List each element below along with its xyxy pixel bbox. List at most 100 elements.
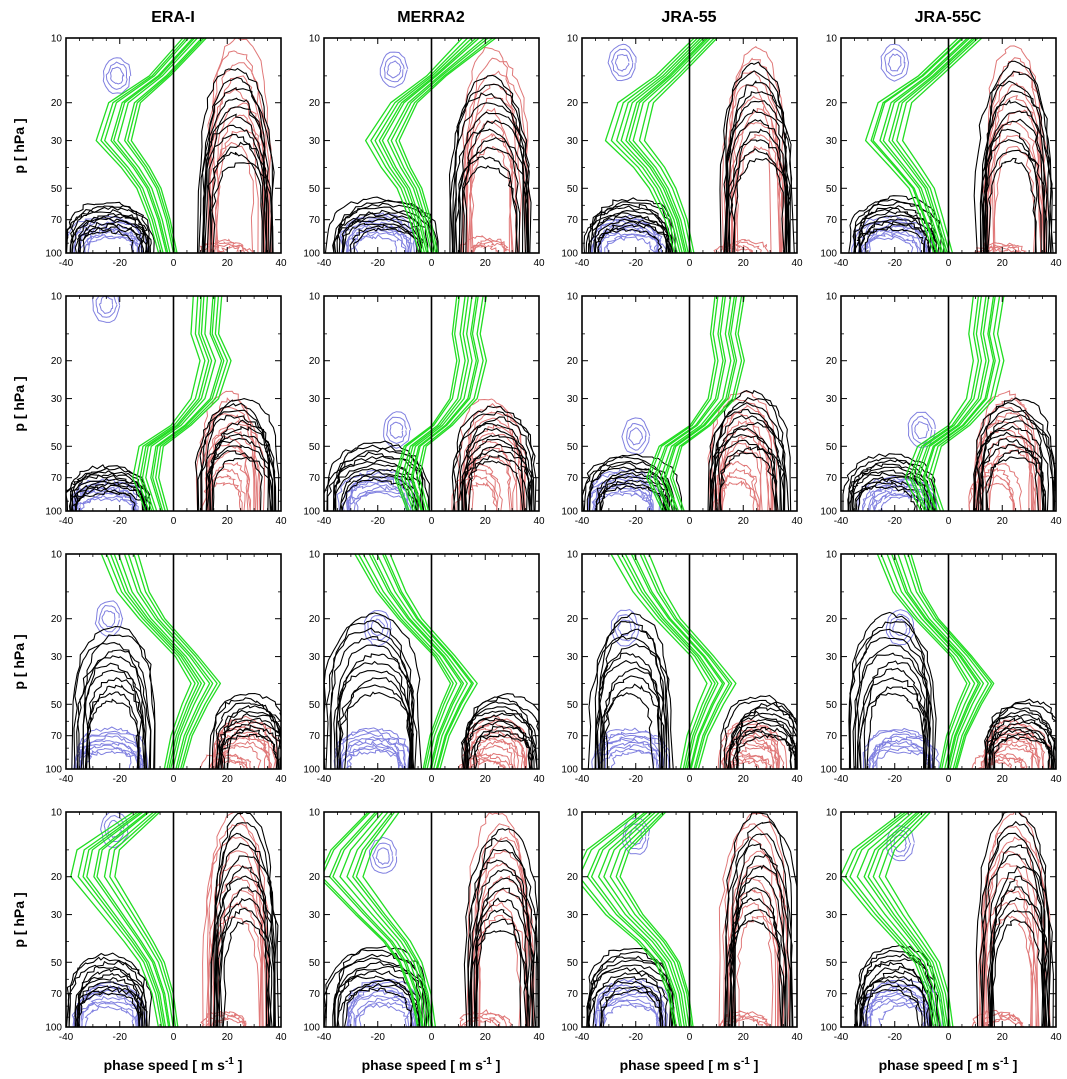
westward-contour [386,60,402,79]
forcing-contour [729,909,787,1027]
forcing-contour [210,832,268,1027]
y-tick-label: 50 [51,958,63,969]
westward-contour [628,427,644,446]
wind-profile-line [665,296,738,511]
wind-profile-line [872,38,964,253]
eastward-contour [467,481,498,511]
westward-contour [347,218,417,253]
wind-profile-line [100,38,187,253]
x-tick-label: 40 [533,258,545,269]
forcing-contour [842,453,936,511]
forcing-contour [732,864,791,1027]
forcing-contour [604,683,662,769]
forcing-contour [218,885,276,1027]
eastward-contour [707,398,773,511]
forcing-contour [597,224,672,253]
forcing-contour [86,698,140,769]
wind-profile-line [328,812,423,1027]
wind-profile-line [927,296,1001,511]
x-tick-label: -40 [834,258,849,269]
forcing-contour [853,207,928,253]
wind-profile-line [332,812,424,1027]
wind-profile-line [901,38,983,253]
forcing-contour [82,634,156,769]
y-tick-label: 30 [567,136,579,147]
column-title-1: ERA-I [151,9,195,26]
forcing-contour [984,70,1053,253]
forcing-contour [208,106,270,253]
x-tick-label: -40 [834,516,849,527]
y-tick-label: 10 [51,550,63,561]
westward-contour [592,486,653,511]
wind-profile-line [872,812,949,1027]
x-tick-label: 20 [738,516,750,527]
wind-profile-line [610,38,699,253]
forcing-contour [202,113,268,253]
forcing-contour [212,456,274,511]
forcing-contour [337,987,413,1027]
wind-profile-line [903,554,989,769]
forcing-contour [987,157,1037,253]
x-tick-label: -40 [317,258,332,269]
panel-jra-55c-row-3: -40 -20 0 20 40 10 20 30 50 70 100 [820,550,1062,786]
westward-contour [606,236,656,253]
wind-profile-line [615,812,693,1027]
x-tick-label: 20 [997,774,1009,785]
westward-contour [865,991,934,1027]
eastward-contour [200,482,242,511]
forcing-contour [196,67,273,253]
wind-profile-line [155,296,229,511]
wind-profile-line [152,296,225,511]
xlabel-suffix: ] [1009,1057,1018,1073]
forcing-contour [201,86,275,253]
wind-profile-line [624,554,719,769]
westward-contour [911,415,933,445]
wind-profile-line [382,554,473,769]
wind-profile-line [643,38,718,253]
forcing-contour [333,670,413,769]
forcing-contour [981,397,1056,511]
wind-profile-line [104,38,190,253]
westward-contour [878,495,929,511]
wind-profile-line [395,38,494,253]
westward-contour [591,492,653,511]
wind-profile-line [396,296,461,511]
y-tick-label: 100 [561,1023,578,1034]
y-tick-label: 20 [51,614,63,625]
forcing-contour [726,897,783,1027]
forcing-contour [85,691,139,769]
wind-profile-line [669,296,743,511]
westward-contour [884,48,906,77]
forcing-contour [326,451,423,511]
y-tick-label: 100 [45,765,62,776]
forcing-contour [73,642,147,769]
eastward-contour [216,245,245,253]
y-tick-label: 50 [826,442,838,453]
eastward-contour [974,245,1020,253]
wind-profile-line [110,38,194,253]
eastward-contour [207,243,256,253]
xlabel-prefix: phase speed [ m s [362,1057,484,1073]
forcing-contour [74,490,146,511]
forcing-contour [859,667,926,769]
y-tick-label: 10 [567,808,579,819]
x-tick-label: 0 [171,258,177,269]
eastward-contour [205,442,251,511]
panel-jra-55-row-2: -40 -20 0 20 40 10 20 30 50 70 100 [561,292,803,528]
westward-contour [73,726,144,769]
westward-contour [101,610,116,628]
forcing-contour [714,397,792,511]
x-tick-label: -20 [888,516,903,527]
forcing-contour [463,837,532,1027]
wind-profile-line [628,38,709,253]
eastward-contour [208,419,266,511]
wind-profile-line [910,554,995,769]
forcing-contour [991,698,1056,769]
forcing-contour [333,945,430,1027]
wind-profile-line [603,812,688,1027]
forcing-contour [216,865,271,1027]
column-title-3: JRA-55 [661,9,716,26]
forcing-contour [205,444,272,511]
forcing-contour [70,206,155,253]
x-tick-label: 40 [1050,774,1062,785]
